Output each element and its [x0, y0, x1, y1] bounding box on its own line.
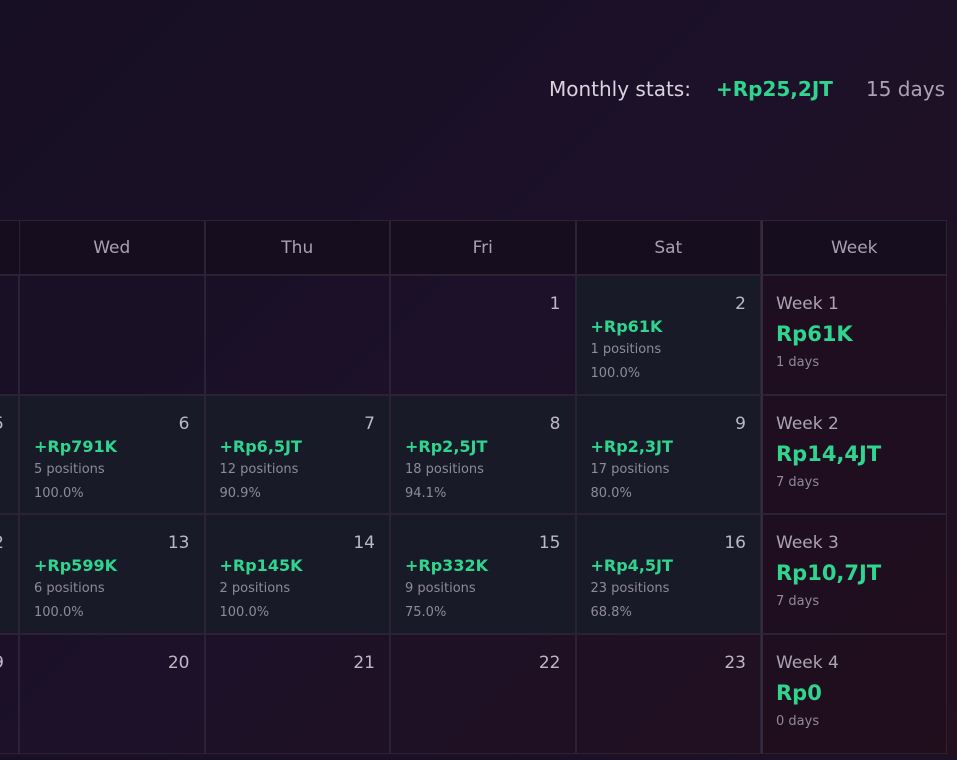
stats-label: Monthly stats: — [549, 77, 691, 101]
day-cell: 21 — [204, 634, 390, 754]
week-label: Week 3 — [776, 533, 839, 554]
day-cell: 13 +Rp599K 6 positions 100.0% — [19, 514, 205, 635]
weekday-header: Fri — [390, 220, 576, 275]
stats-days: 15 days — [866, 77, 946, 101]
week-header: Week — [761, 220, 947, 275]
day-number: 12 — [0, 533, 4, 553]
day-number: 23 — [724, 653, 746, 674]
day-number: 16 — [724, 533, 746, 554]
day-number: 6 — [178, 413, 190, 434]
day-winrate: 100.0% — [34, 605, 84, 621]
day-winrate: 90.9% — [219, 485, 261, 501]
week-cell: Week 3 Rp10,7JT 7 days — [761, 514, 947, 635]
weekday-label: Thu — [281, 238, 314, 258]
partial-day-cell: 19 — [0, 634, 19, 754]
day-pnl: +Rp599K — [34, 556, 117, 576]
day-pnl: +Rp61K — [590, 317, 663, 336]
day-cell — [19, 275, 205, 395]
day-positions: 18 positions — [405, 461, 484, 477]
partial-day-cell: 12 — [0, 514, 19, 635]
day-number: 15 — [538, 533, 561, 554]
day-cell: 15 +Rp332K 9 positions 75.0% — [390, 514, 576, 635]
day-pnl: +Rp4,5JT — [590, 556, 673, 576]
day-number: 5 — [0, 414, 4, 434]
day-winrate: 75.0% — [405, 605, 447, 621]
day-cell: 20 — [19, 634, 205, 754]
day-pnl: +Rp145K — [219, 556, 303, 576]
day-positions: 12 positions — [219, 461, 299, 477]
weekday-header: Wed — [19, 220, 205, 275]
day-positions: 2 positions — [219, 581, 291, 597]
day-pnl: +Rp791K — [34, 436, 117, 456]
day-cell: 16 +Rp4,5JT 23 positions 68.8% — [575, 514, 761, 635]
partial-day-cell — [0, 275, 19, 395]
partial-day-cell: 5 — [0, 394, 19, 515]
week-label: Week 4 — [776, 653, 839, 674]
day-cell: 2 +Rp61K 1 positions 100.0% — [575, 275, 761, 395]
weekday-header: Sat — [575, 220, 761, 275]
day-winrate: 100.0% — [34, 485, 84, 501]
weekday-label: Fri — [472, 238, 493, 258]
day-positions: 9 positions — [405, 581, 476, 597]
day-positions: 23 positions — [590, 581, 670, 597]
day-number: 2 — [735, 294, 746, 314]
day-cell: 6 +Rp791K 5 positions 100.0% — [19, 394, 205, 515]
week-total: Rp10,7JT — [776, 561, 882, 586]
day-number: 20 — [167, 653, 190, 674]
day-cell: 1 — [390, 275, 576, 395]
day-cell: 14 +Rp145K 2 positions 100.0% — [204, 514, 390, 635]
week-cell: Week 2 Rp14,4JT 7 days — [761, 394, 947, 515]
week-days: 7 days — [776, 594, 820, 610]
day-pnl: +Rp2,5JT — [405, 436, 488, 456]
calendar-grid: Wed Thu Fri Sat Week 1 2 +Rp61K 1 positions 100.0… — [0, 220, 947, 760]
day-cell: 7 +Rp6,5JT 12 positions 90.9% — [204, 394, 390, 515]
week-cell: Week 4 Rp0 0 days — [761, 634, 947, 754]
week-total: Rp14,4JT — [776, 441, 882, 466]
week-total: Rp61K — [776, 322, 853, 346]
day-number: 13 — [167, 533, 190, 554]
day-number: 19 — [0, 653, 4, 673]
day-cell: 23 — [575, 634, 761, 754]
day-cell: 8 +Rp2,5JT 18 positions 94.1% — [390, 394, 576, 515]
day-cell — [204, 275, 390, 395]
day-winrate: 68.8% — [590, 605, 632, 621]
day-winrate: 100.0% — [590, 366, 641, 381]
day-number: 14 — [353, 533, 375, 554]
day-positions: 6 positions — [34, 581, 105, 597]
day-positions: 1 positions — [590, 342, 662, 357]
week-header-label: Week — [830, 238, 878, 258]
day-number: 1 — [549, 294, 561, 314]
day-cell: 9 +Rp2,3JT 17 positions 80.0% — [575, 394, 761, 515]
day-winrate: 100.0% — [219, 605, 270, 621]
day-pnl: +Rp332K — [405, 556, 488, 576]
week-total: Rp0 — [776, 681, 822, 706]
day-number: 8 — [549, 413, 561, 434]
day-positions: 5 positions — [34, 461, 105, 477]
week-days: 7 days — [776, 474, 820, 490]
weekday-label: Sat — [654, 238, 683, 258]
week-days: 0 days — [776, 714, 820, 730]
day-positions: 17 positions — [590, 461, 670, 477]
day-number: 22 — [538, 653, 561, 674]
weekday-label: Wed — [93, 238, 131, 258]
day-pnl: +Rp2,3JT — [590, 436, 673, 456]
week-days: 1 days — [776, 355, 820, 370]
day-cell: 22 — [390, 634, 576, 754]
day-pnl: +Rp6,5JT — [219, 436, 302, 456]
week-label: Week 2 — [776, 413, 839, 434]
day-number: 21 — [353, 653, 375, 674]
day-number: 7 — [364, 413, 375, 434]
stats-total: +Rp25,2JT — [716, 77, 833, 101]
day-number: 9 — [735, 413, 746, 434]
day-winrate: 80.0% — [590, 485, 632, 501]
week-label: Week 1 — [776, 294, 839, 314]
day-winrate: 94.1% — [405, 485, 447, 501]
week-cell: Week 1 Rp61K 1 days — [761, 275, 947, 395]
weekday-header: Thu — [204, 220, 390, 275]
